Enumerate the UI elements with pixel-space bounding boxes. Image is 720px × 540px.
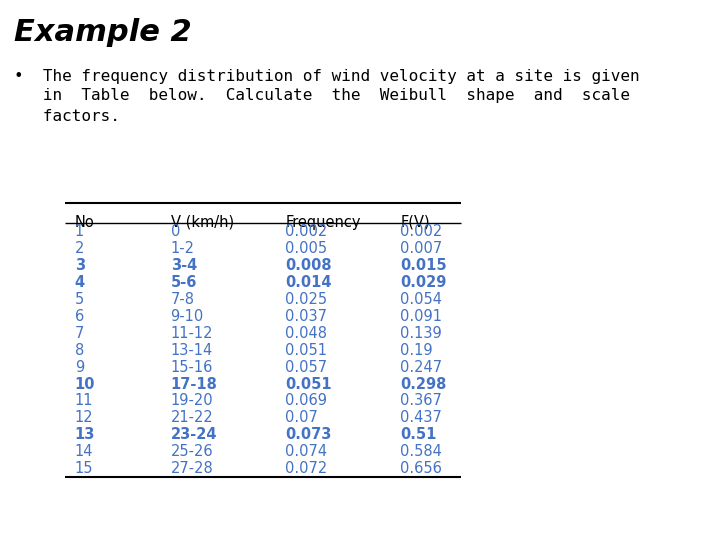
Text: 19-20: 19-20: [171, 394, 213, 408]
Text: 0.072: 0.072: [286, 461, 328, 476]
Text: 0.074: 0.074: [286, 444, 328, 459]
Text: F(V): F(V): [400, 215, 430, 230]
Text: 0.051: 0.051: [286, 343, 328, 357]
Text: No: No: [75, 215, 94, 230]
Text: Example 2: Example 2: [14, 17, 192, 46]
Text: 0.247: 0.247: [400, 360, 443, 375]
Text: 0.139: 0.139: [400, 326, 442, 341]
Text: 0.008: 0.008: [286, 258, 332, 273]
Text: 6: 6: [75, 309, 84, 324]
Text: V (km/h): V (km/h): [171, 215, 234, 230]
Text: 0.007: 0.007: [400, 241, 443, 256]
Text: 0.029: 0.029: [400, 275, 447, 290]
Text: 27-28: 27-28: [171, 461, 213, 476]
Text: 23-24: 23-24: [171, 427, 217, 442]
Text: 11: 11: [75, 394, 94, 408]
Text: 0.037: 0.037: [286, 309, 328, 324]
Text: in  Table  below.  Calculate  the  Weibull  shape  and  scale: in Table below. Calculate the Weibull sh…: [14, 89, 630, 104]
Text: 0.002: 0.002: [286, 224, 328, 239]
Text: 5: 5: [75, 292, 84, 307]
Text: 0.073: 0.073: [286, 427, 332, 442]
Text: 0.656: 0.656: [400, 461, 442, 476]
Text: 0.069: 0.069: [286, 394, 328, 408]
Text: 2: 2: [75, 241, 84, 256]
Text: 0.584: 0.584: [400, 444, 442, 459]
Text: 7: 7: [75, 326, 84, 341]
Text: 0.015: 0.015: [400, 258, 447, 273]
Text: 0.367: 0.367: [400, 394, 442, 408]
Text: 0.054: 0.054: [400, 292, 442, 307]
Text: 14: 14: [75, 444, 94, 459]
Text: 15: 15: [75, 461, 94, 476]
Text: 12: 12: [75, 410, 94, 426]
Text: 0.437: 0.437: [400, 410, 442, 426]
Text: 0.07: 0.07: [286, 410, 318, 426]
Text: 17-18: 17-18: [171, 376, 217, 392]
Text: 15-16: 15-16: [171, 360, 213, 375]
Text: 0: 0: [171, 224, 180, 239]
Text: 13: 13: [75, 427, 95, 442]
Text: 13-14: 13-14: [171, 343, 213, 357]
Text: 0.19: 0.19: [400, 343, 433, 357]
Text: 0.005: 0.005: [286, 241, 328, 256]
Text: 0.091: 0.091: [400, 309, 442, 324]
Text: 0.002: 0.002: [400, 224, 443, 239]
Text: 21-22: 21-22: [171, 410, 213, 426]
Text: factors.: factors.: [14, 109, 120, 124]
Text: 1: 1: [75, 224, 84, 239]
Text: 11-12: 11-12: [171, 326, 213, 341]
Text: 8: 8: [75, 343, 84, 357]
Text: 7-8: 7-8: [171, 292, 194, 307]
Text: 9-10: 9-10: [171, 309, 204, 324]
Text: Frequency: Frequency: [286, 215, 361, 230]
Text: •  The frequency distribution of wind velocity at a site is given: • The frequency distribution of wind vel…: [14, 69, 640, 84]
Text: 0.051: 0.051: [286, 376, 332, 392]
Text: 0.048: 0.048: [286, 326, 328, 341]
Text: 5-6: 5-6: [171, 275, 197, 290]
Text: 1-2: 1-2: [171, 241, 194, 256]
Text: 0.057: 0.057: [286, 360, 328, 375]
Text: 0.025: 0.025: [286, 292, 328, 307]
Text: 0.51: 0.51: [400, 427, 437, 442]
Text: 25-26: 25-26: [171, 444, 213, 459]
Text: 4: 4: [75, 275, 85, 290]
Text: 3: 3: [75, 258, 85, 273]
Text: 0.014: 0.014: [286, 275, 332, 290]
Text: 9: 9: [75, 360, 84, 375]
Text: 10: 10: [75, 376, 95, 392]
Text: 0.298: 0.298: [400, 376, 447, 392]
Text: 3-4: 3-4: [171, 258, 197, 273]
